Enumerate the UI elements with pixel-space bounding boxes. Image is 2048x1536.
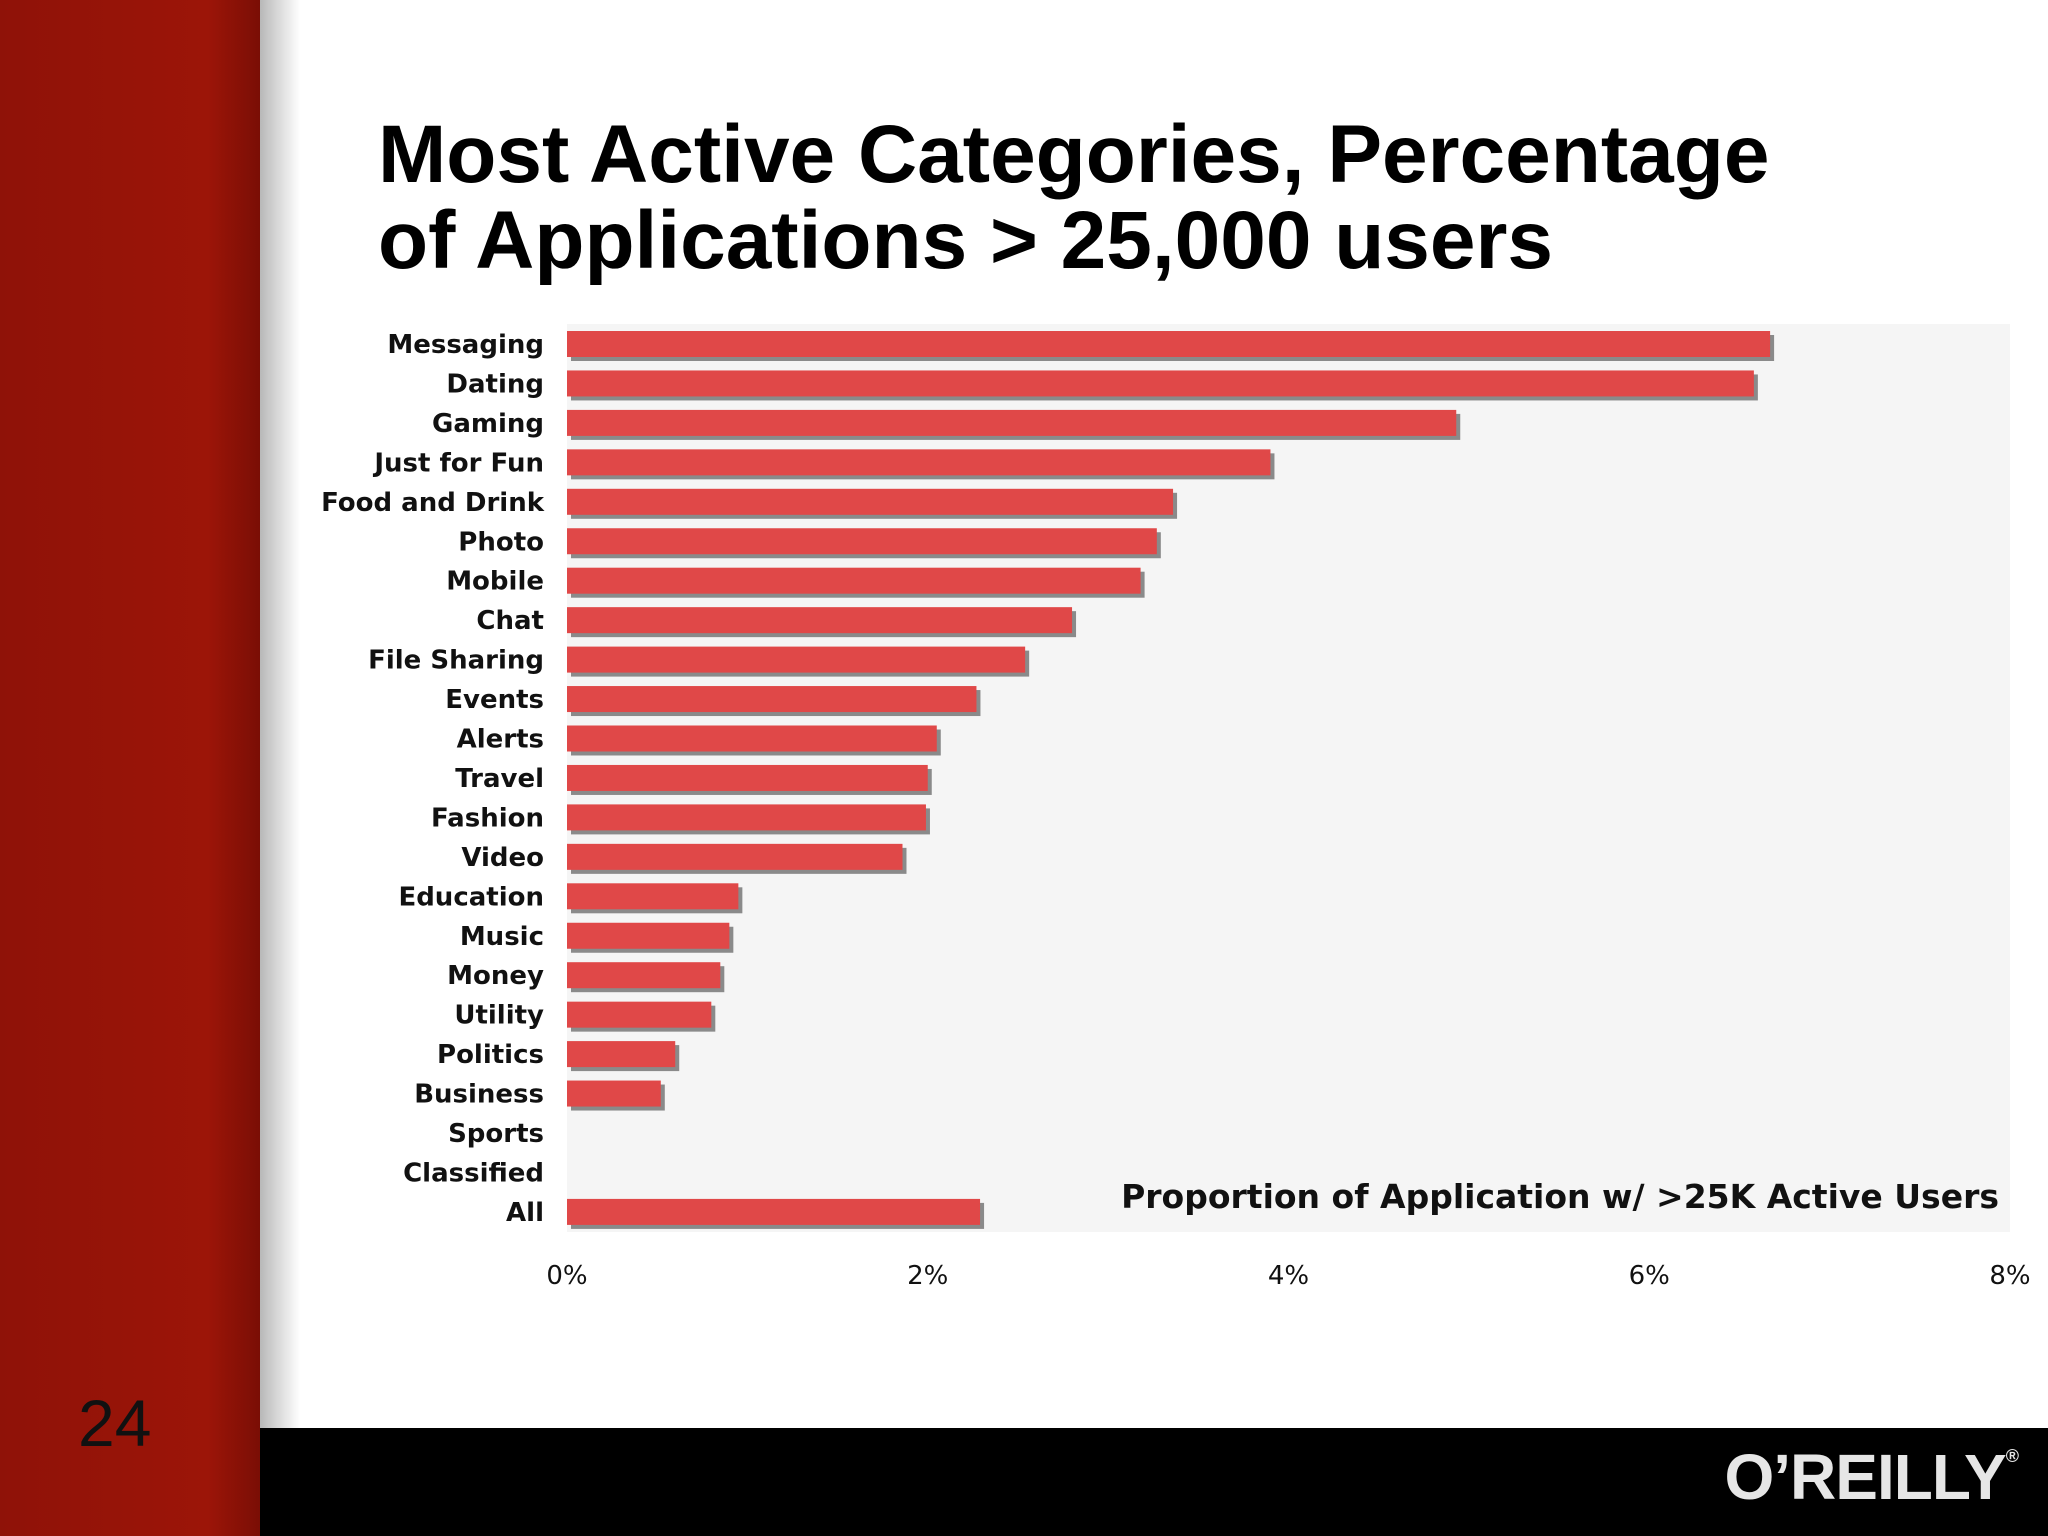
- category-label: Food and Drink: [321, 488, 545, 518]
- bar: [567, 567, 1141, 594]
- bar: [567, 331, 1771, 357]
- x-tick-label: 2%: [907, 1261, 948, 1291]
- bar: [567, 409, 1457, 436]
- category-label: File Sharing: [368, 646, 544, 676]
- bar: [567, 843, 903, 870]
- sidebar-shadow: [260, 0, 300, 1428]
- bar: [567, 528, 1157, 555]
- category-label: Sports: [448, 1119, 544, 1149]
- oreilly-logo: O’REILLY®: [1724, 1440, 2019, 1514]
- bar: [567, 1198, 981, 1225]
- category-label: Money: [447, 961, 544, 991]
- bar: [567, 607, 1073, 634]
- bar: [567, 764, 928, 791]
- category-label: Dating: [446, 369, 544, 399]
- bar: [567, 1001, 712, 1028]
- page-number: 24: [78, 1386, 152, 1460]
- category-label: Education: [398, 882, 544, 912]
- bar: [567, 1041, 676, 1068]
- footer-bar: [260, 1428, 2048, 1536]
- slide-title: Most Active Categories, Percentage of Ap…: [378, 112, 1978, 284]
- title-line-2: of Applications > 25,000 users: [378, 195, 1554, 286]
- x-tick-label: 4%: [1268, 1261, 1309, 1291]
- x-tick-label: 6%: [1629, 1261, 1670, 1291]
- bar: [567, 962, 721, 989]
- sidebar-band: [0, 0, 260, 1536]
- category-label: Alerts: [457, 725, 544, 755]
- category-label: Chat: [476, 606, 544, 636]
- category-label: Messaging: [387, 330, 544, 360]
- bar: [567, 1080, 661, 1107]
- bar-chart: Messaging Dating Gaming Just for Fun Food an…: [321, 330, 2031, 1291]
- bar: [567, 725, 937, 752]
- bar: [567, 686, 977, 713]
- category-label: Gaming: [432, 409, 544, 439]
- chart-annotation: Proportion of Application w/ >25K Active…: [1121, 1177, 1999, 1216]
- bar: [567, 883, 739, 910]
- category-label: Mobile: [446, 567, 544, 597]
- bar: [567, 449, 1271, 476]
- category-label: Video: [461, 843, 544, 873]
- category-label: Photo: [458, 527, 544, 557]
- category-label: Utility: [454, 1001, 544, 1031]
- registered-mark: ®: [2005, 1446, 2019, 1466]
- category-label: Music: [460, 922, 544, 952]
- logo-text: O’REILLY: [1724, 1441, 2006, 1513]
- bar: [567, 646, 1026, 673]
- bar: [567, 370, 1754, 397]
- category-label: Classified: [403, 1158, 544, 1188]
- x-tick-label: 0%: [546, 1261, 587, 1291]
- title-line-1: Most Active Categories, Percentage: [378, 109, 1770, 200]
- category-label: Fashion: [431, 803, 544, 833]
- bar: [567, 922, 730, 949]
- category-label: Events: [445, 685, 544, 715]
- x-tick-label: 8%: [1989, 1261, 2030, 1291]
- category-label: Politics: [437, 1040, 544, 1070]
- bar: [567, 488, 1174, 515]
- bar: [567, 804, 926, 831]
- category-label: Just for Fun: [372, 448, 544, 478]
- category-label: Travel: [455, 764, 544, 794]
- category-label: All: [506, 1198, 544, 1228]
- category-label: Business: [414, 1080, 544, 1110]
